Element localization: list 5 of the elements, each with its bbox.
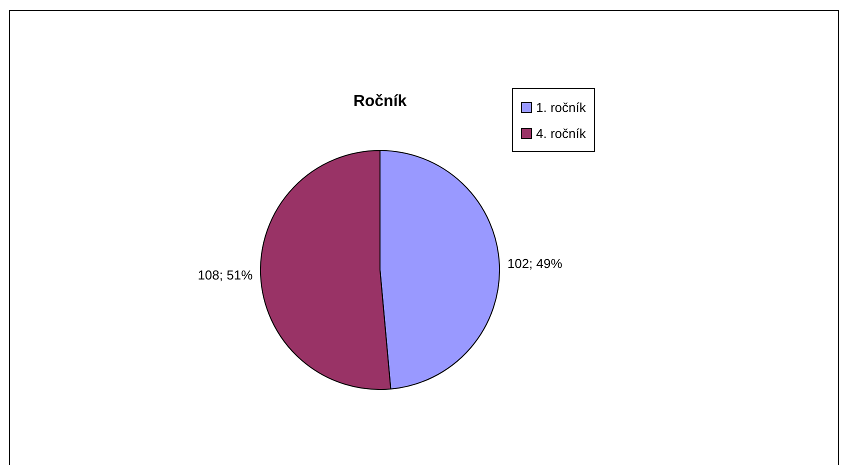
data-label: 108; 51% xyxy=(198,267,254,282)
chart-title: Ročník xyxy=(352,93,408,111)
legend-label: 1. ročník xyxy=(536,100,586,114)
legend-label: 4. ročník xyxy=(536,126,586,140)
data-label: 102; 49% xyxy=(507,256,563,271)
